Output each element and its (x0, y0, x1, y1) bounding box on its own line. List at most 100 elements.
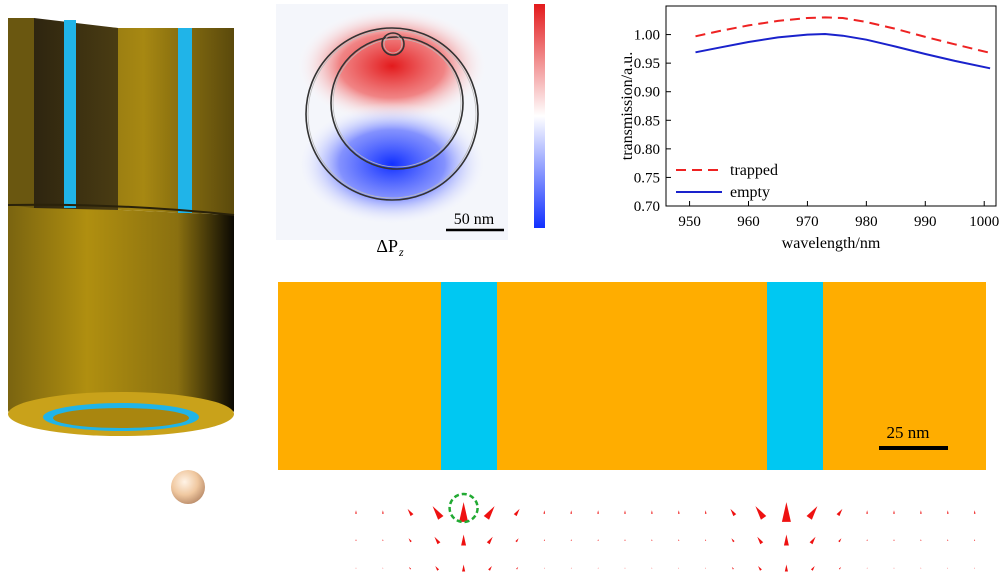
positive-lobe (296, 8, 488, 124)
force-arrow (355, 510, 357, 514)
series-line-trapped (695, 16, 991, 54)
cylinder-illustration (0, 0, 250, 520)
gold-slab (278, 282, 986, 470)
inner-ring-outline (330, 36, 464, 170)
x-tick-label: 980 (855, 214, 878, 230)
force-arrow (382, 567, 384, 569)
force-arrow (408, 538, 412, 543)
force-arrow (836, 508, 843, 517)
force-arrow (866, 510, 868, 514)
force-arrow (920, 510, 922, 514)
force-arrow (781, 502, 791, 522)
force-arrow (731, 566, 734, 570)
field-map-panel: 50 nm ΔP z (270, 0, 560, 260)
force-arrow (705, 539, 707, 541)
cross-section-svg: 25 nm (278, 282, 986, 470)
cyan-stripe-right (178, 28, 192, 213)
cross-section-panel: 25 nm (278, 280, 990, 472)
cylinder-svg (7, 18, 235, 504)
cyan-gap-left (441, 282, 497, 470)
force-arrow (570, 567, 572, 569)
x-tick-label: 990 (914, 214, 937, 230)
force-arrow (731, 538, 735, 543)
force-arrow (806, 506, 818, 520)
force-field-panel (340, 488, 1000, 582)
force-arrow (678, 510, 680, 514)
series-line-empty (695, 32, 991, 70)
force-arrow (893, 510, 895, 514)
y-tick-label: 0.80 (634, 142, 660, 158)
force-arrow (462, 564, 466, 572)
force-arrow (809, 536, 816, 545)
force-arrow (570, 510, 572, 514)
force-arrow (866, 567, 868, 569)
force-arrow (597, 539, 599, 541)
force-arrow (866, 539, 868, 541)
force-arrow (810, 565, 815, 571)
chart-svg: 0.70 0.75 0.80 0.85 0.90 0.95 1.00 950 960 970 98… (619, 5, 999, 252)
force-arrow (570, 539, 572, 541)
force-arrow (947, 567, 949, 569)
legend-label-empty: empty (730, 184, 770, 201)
transmission-chart: 0.70 0.75 0.80 0.85 0.90 0.95 1.00 950 960 970 98… (560, 0, 1000, 262)
force-arrow (838, 538, 842, 543)
force-field-svg (355, 492, 976, 572)
force-arrow (651, 539, 653, 541)
force-arrow (651, 567, 653, 569)
field-map-svg: 50 nm ΔP z (276, 4, 545, 259)
force-arrow (382, 510, 384, 514)
force-arrow (947, 510, 949, 514)
y-tick-label: 0.90 (634, 85, 660, 101)
x-tick-label: 950 (678, 214, 701, 230)
cylinder-lower-body (8, 205, 234, 432)
y-tick-label: 0.85 (634, 113, 660, 129)
force-arrow (355, 539, 357, 541)
force-arrow (544, 567, 545, 569)
particle-outline (381, 32, 405, 56)
force-arrow (920, 539, 922, 541)
y-tick-label: 0.75 (634, 170, 660, 186)
force-arrow (624, 567, 626, 569)
force-arrow (757, 536, 764, 545)
force-arrow (704, 510, 707, 514)
force-arrow (488, 565, 492, 571)
force-arrow (758, 565, 762, 571)
force-arrow (784, 564, 788, 572)
scale-label-25nm: 25 nm (887, 423, 930, 442)
cyan-stripe-left (64, 20, 76, 208)
force-arrow (435, 565, 440, 571)
force-arrow (920, 567, 922, 569)
negative-lobe (296, 102, 488, 226)
scale-label-50nm: 50 nm (454, 211, 495, 228)
force-arrow (483, 506, 495, 520)
force-arrow (459, 502, 469, 522)
force-arrow (755, 506, 767, 520)
trap-position-marker (448, 492, 479, 524)
cylinder-step-edge (7, 203, 235, 216)
cylinder-core (53, 408, 189, 428)
cyan-gap-right (767, 282, 823, 470)
plot-frame (665, 5, 997, 207)
force-arrow (838, 566, 841, 570)
force-arrow (543, 539, 545, 541)
force-arrow (974, 539, 976, 541)
force-arrow (513, 508, 520, 517)
force-arrow (783, 534, 789, 546)
force-arrow (597, 567, 599, 569)
force-arrow (947, 539, 949, 541)
force-arrow (678, 539, 680, 541)
y-tick-label: 1.00 (634, 28, 660, 44)
x-axis: 950 960 970 980 990 1000 (678, 201, 999, 230)
y-tick-label: 0.70 (634, 199, 660, 215)
force-arrow (624, 510, 626, 514)
nanoparticle (171, 470, 205, 504)
force-arrow (407, 508, 414, 517)
quantity-subscript: z (398, 245, 404, 259)
force-arrow (486, 536, 493, 545)
force-arrow (973, 510, 976, 514)
series-group (695, 16, 991, 70)
x-axis-label: wavelength/nm (782, 235, 881, 252)
colorbar (534, 4, 545, 228)
force-arrow (515, 538, 519, 543)
force-arrow (705, 567, 706, 569)
